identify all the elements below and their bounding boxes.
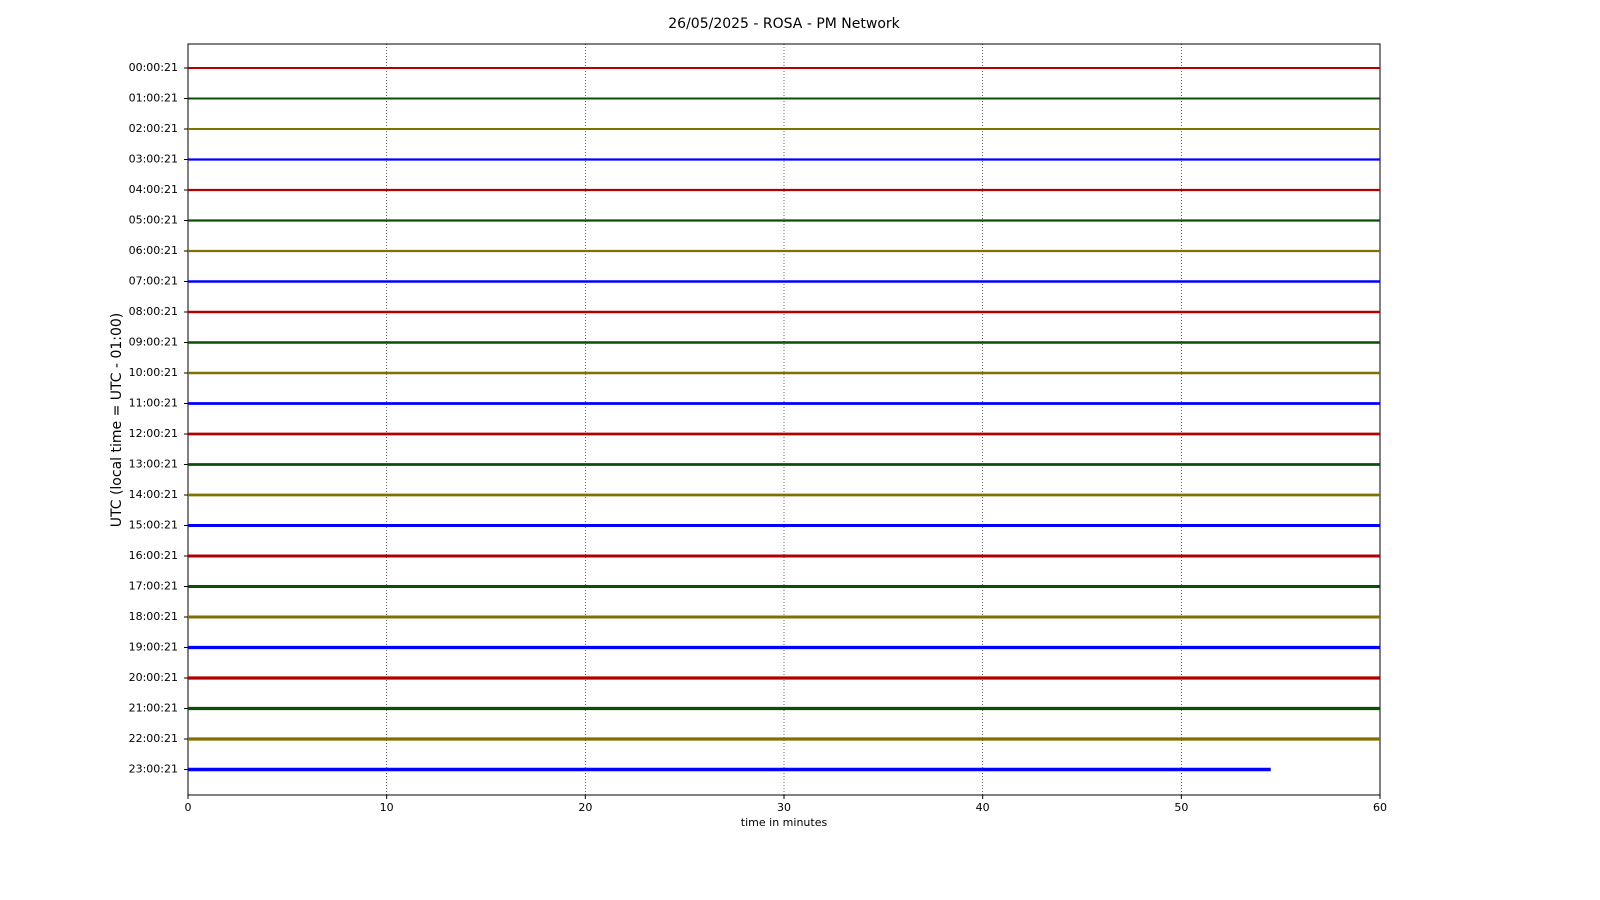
y-tick-label: 12:00:21	[129, 427, 178, 440]
y-tick-label: 05:00:21	[129, 214, 178, 227]
x-axis-label: time in minutes	[741, 816, 828, 829]
y-tick-label: 01:00:21	[129, 92, 178, 105]
y-tick-label: 11:00:21	[129, 397, 178, 410]
y-tick-label: 06:00:21	[129, 244, 178, 257]
x-tick-label: 0	[185, 801, 192, 814]
y-tick-label: 23:00:21	[129, 763, 178, 776]
y-tick-label: 15:00:21	[129, 519, 178, 532]
y-tick-label: 21:00:21	[129, 702, 178, 715]
y-tick-label: 02:00:21	[129, 122, 178, 135]
y-tick-label: 03:00:21	[129, 153, 178, 166]
y-tick-label: 17:00:21	[129, 580, 178, 593]
y-tick-label: 09:00:21	[129, 336, 178, 349]
y-tick-label: 07:00:21	[129, 275, 178, 288]
x-tick-label: 20	[578, 801, 592, 814]
y-tick-label: 22:00:21	[129, 732, 178, 745]
x-tick-label: 10	[380, 801, 394, 814]
x-tick-label: 60	[1373, 801, 1387, 814]
y-tick-label: 08:00:21	[129, 305, 178, 318]
y-tick-label: 20:00:21	[129, 671, 178, 684]
y-tick-label: 18:00:21	[129, 610, 178, 623]
y-tick-label: 16:00:21	[129, 549, 178, 562]
x-tick-label: 40	[976, 801, 990, 814]
x-tick-label: 30	[777, 801, 791, 814]
y-tick-label: 04:00:21	[129, 183, 178, 196]
y-tick-label: 13:00:21	[129, 458, 178, 471]
y-tick-label: 19:00:21	[129, 641, 178, 654]
y-tick-label: 10:00:21	[129, 366, 178, 379]
y-tick-label: 00:00:21	[129, 61, 178, 74]
chart-title: 26/05/2025 - ROSA - PM Network	[668, 16, 900, 32]
y-tick-label: 14:00:21	[129, 488, 178, 501]
y-axis-label: UTC (local time = UTC - 01:00)	[109, 313, 125, 528]
x-tick-label: 50	[1174, 801, 1188, 814]
